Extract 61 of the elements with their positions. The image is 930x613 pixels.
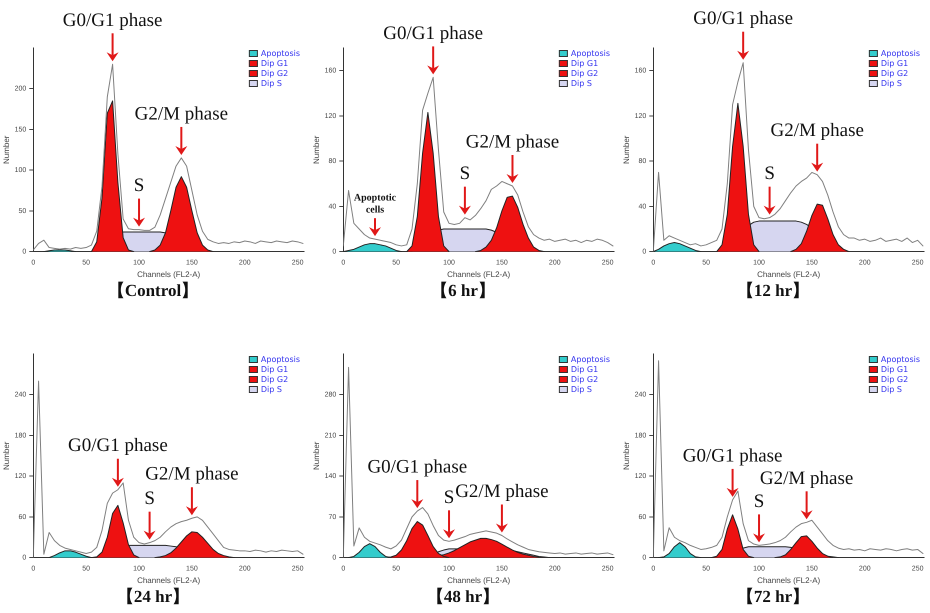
- text: 【48 hr】: [426, 587, 500, 606]
- annotation: G0/G1 phase: [693, 8, 794, 30]
- legend-label: Dip G1: [260, 365, 288, 374]
- legend-label: Dip G1: [260, 59, 288, 68]
- text: 【Control】: [108, 281, 198, 300]
- annotation: S: [134, 175, 144, 196]
- annotation: Apoptotic cells: [354, 192, 397, 216]
- legend-label: Dip G1: [880, 59, 908, 68]
- legend-label: Dip G2: [570, 69, 598, 78]
- annotation: G0/G1 phase: [68, 435, 168, 456]
- annotation: G0/G1 phase: [383, 22, 484, 44]
- text: 【6 hr】: [431, 281, 495, 300]
- annotation: S: [764, 163, 775, 184]
- legend-label: Apoptosis: [570, 49, 610, 58]
- annotation: G0/G1 phase: [62, 10, 162, 31]
- legend-label: Dip S: [570, 385, 592, 394]
- annotation: G0/G1 phase: [682, 445, 782, 466]
- legend-label: Dip G2: [880, 69, 908, 78]
- legend-label: Dip G1: [880, 365, 908, 374]
- annotation: G2/M phase: [134, 103, 228, 124]
- annotation: G0/G1 phase: [367, 456, 468, 478]
- legend-label: Dip S: [880, 385, 902, 394]
- x-axis-title: Channels (FL2-A): [757, 576, 821, 586]
- annotation: G2/M phase: [466, 131, 560, 152]
- legend-label: Apoptosis: [880, 355, 920, 364]
- y-axis-title: Number: [622, 441, 632, 470]
- x-axis-title: Channels (FL2-A): [137, 270, 201, 280]
- text: 【24 hr】: [116, 587, 190, 606]
- annotation: S: [444, 486, 454, 508]
- legend-label: Dip G2: [570, 375, 598, 384]
- text: 【12 hr】: [736, 281, 810, 300]
- legend-label: Dip G2: [260, 69, 288, 78]
- annotation: G2/M phase: [145, 464, 239, 485]
- y-axis-title: Number: [312, 441, 322, 470]
- annotation: S: [460, 163, 470, 184]
- legend-label: Apoptosis: [880, 49, 920, 58]
- y-axis-title: Number: [312, 135, 322, 164]
- y-axis-title: Number: [2, 135, 12, 164]
- x-axis-title: Channels (FL2-A): [757, 270, 821, 280]
- x-axis-title: Channels (FL2-A): [447, 270, 511, 280]
- legend-label: Dip G1: [570, 59, 598, 68]
- legend-label: Dip S: [260, 385, 282, 394]
- legend-label: Apoptosis: [260, 355, 300, 364]
- annotation: S: [754, 490, 764, 512]
- legend-label: Apoptosis: [260, 49, 300, 58]
- legend-label: Dip S: [880, 79, 902, 88]
- annotation: G2/M phase: [770, 120, 864, 142]
- x-axis-title: Channels (FL2-A): [137, 576, 201, 586]
- annotation: S: [144, 488, 155, 510]
- annotation: G2/M phase: [455, 480, 549, 502]
- legend-label: Dip S: [570, 79, 592, 88]
- legend-label: Dip G2: [880, 375, 908, 384]
- legend-label: Dip S: [260, 79, 282, 88]
- legend-label: Apoptosis: [570, 355, 610, 364]
- legend-label: Dip G2: [260, 375, 288, 384]
- annotation: G2/M phase: [760, 468, 854, 489]
- y-axis-title: Number: [622, 135, 632, 164]
- y-axis-title: Number: [2, 441, 12, 470]
- x-axis-title: Channels (FL2-A): [447, 576, 511, 586]
- legend-label: Dip G1: [570, 365, 598, 374]
- text: 【72 hr】: [736, 587, 810, 606]
